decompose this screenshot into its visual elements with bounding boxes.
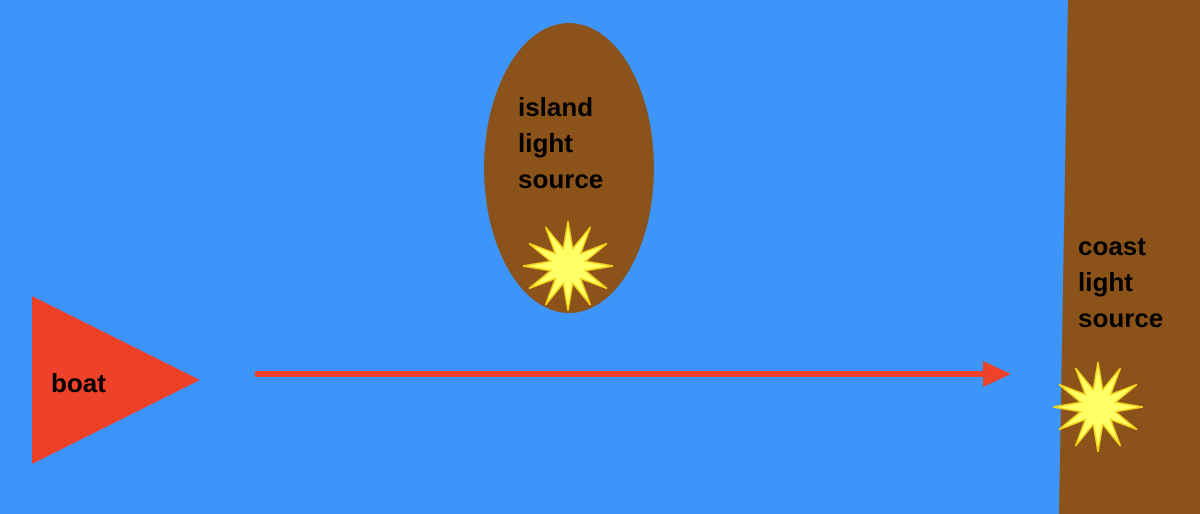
island-label-line: source	[518, 164, 604, 194]
boat-shape	[32, 296, 200, 464]
island-label-line: light	[518, 128, 573, 158]
island-label: island light source	[518, 89, 603, 197]
course-arrow-head	[983, 361, 1011, 387]
coast-label-line: coast	[1078, 231, 1146, 261]
island-label-line: island	[518, 92, 594, 122]
coast-light-star-icon	[1052, 361, 1144, 453]
coast-label-line: source	[1078, 303, 1164, 333]
island-light-star-icon	[522, 220, 614, 312]
coast-label: coast light source	[1078, 228, 1163, 336]
course-arrow	[255, 361, 1011, 387]
coast-label-line: light	[1078, 267, 1133, 297]
island	[484, 23, 654, 313]
boat-label-text: boat	[51, 368, 106, 398]
boat-label: boat	[51, 365, 106, 401]
